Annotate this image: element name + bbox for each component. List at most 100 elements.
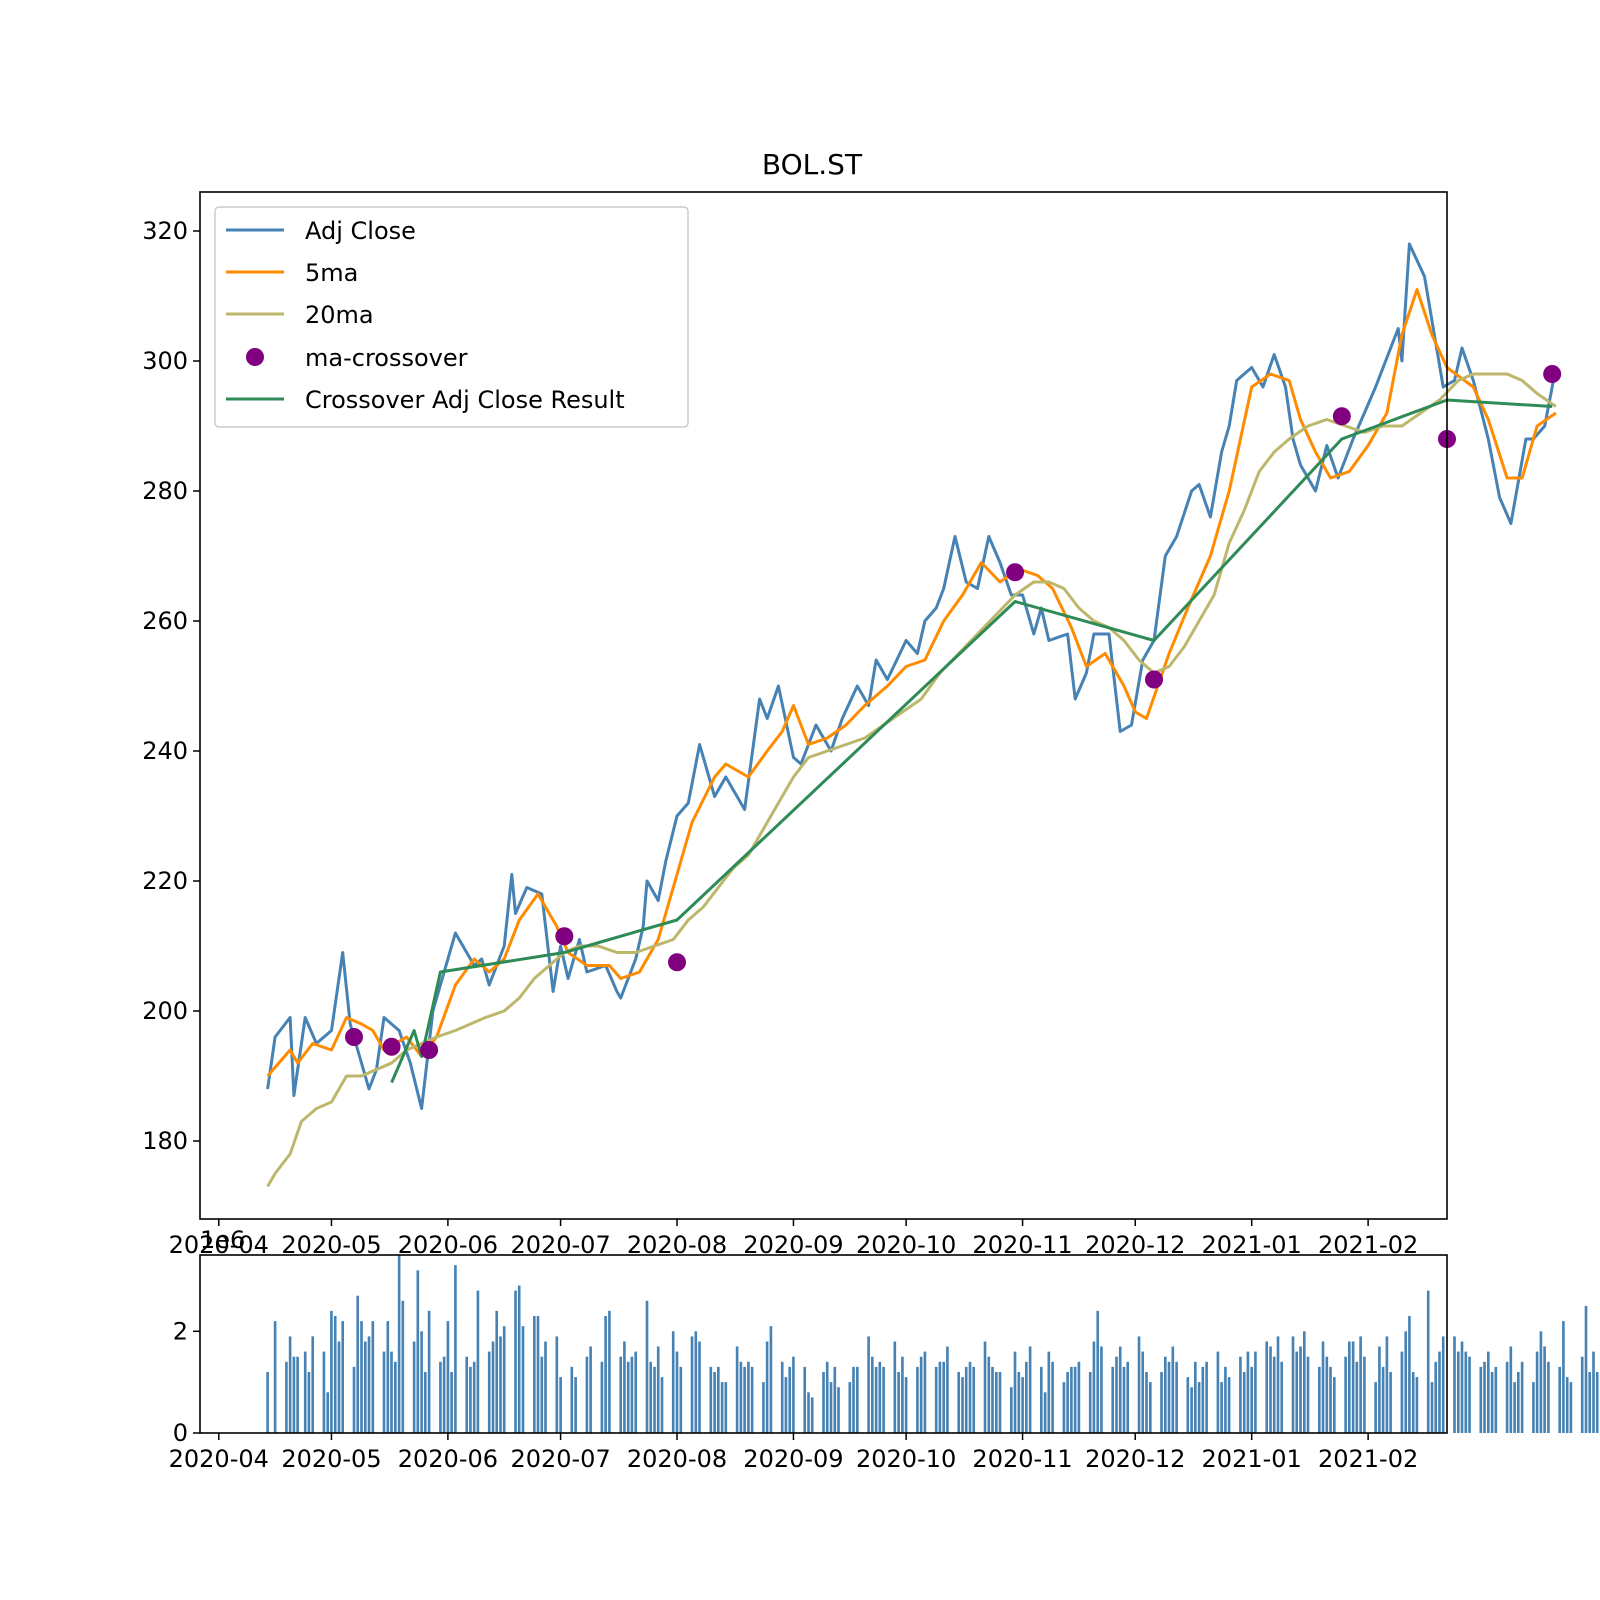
volume-bar: [1415, 1377, 1419, 1433]
volume-bar: [1580, 1356, 1584, 1433]
volume-bar: [784, 1377, 788, 1433]
volume-xtick-label: 2020-05: [281, 1445, 381, 1473]
price-ytick-label: 300: [142, 347, 188, 375]
volume-bar: [1194, 1361, 1197, 1433]
volume-bar: [645, 1300, 649, 1433]
price-ytick-label: 220: [142, 867, 188, 895]
volume-bar: [1464, 1351, 1468, 1433]
ma-crossover-point: [668, 953, 687, 972]
volume-bar: [1547, 1361, 1550, 1433]
volume-bar: [822, 1372, 825, 1433]
volume-bar: [1224, 1366, 1227, 1433]
legend-box: [214, 206, 689, 428]
volume-bar: [634, 1351, 638, 1433]
volume-bar: [1509, 1346, 1513, 1433]
volume-bar: [1028, 1346, 1032, 1433]
volume-bar: [698, 1341, 701, 1433]
volume-bar: [514, 1290, 517, 1433]
volume-bar: [570, 1366, 574, 1433]
volume-bar: [1190, 1387, 1193, 1433]
volume-bar: [1111, 1366, 1115, 1433]
volume-bar: [1378, 1346, 1381, 1433]
volume-bar: [1220, 1382, 1223, 1433]
ma-crossover-point: [1332, 407, 1351, 426]
volume-bar: [1430, 1382, 1434, 1433]
volume-bar: [1562, 1321, 1565, 1433]
volume-bar: [487, 1351, 491, 1433]
volume-bar: [1122, 1366, 1126, 1433]
volume-bar: [469, 1366, 472, 1433]
volume-bar: [919, 1356, 923, 1433]
volume-xtick-label: 2021-02: [1318, 1445, 1418, 1473]
volume-xtick-label: 2020-04: [169, 1445, 269, 1473]
volume-axis-ticks: 0 2 2020-04 2020-05 2020-06 2020-07 2020-08 202…: [169, 1317, 1419, 1473]
ma-crossover-point: [420, 1041, 439, 1059]
volume-bar: [1265, 1341, 1269, 1433]
volume-bar: [1453, 1336, 1456, 1433]
volume-bar: [356, 1295, 360, 1433]
volume-bar: [585, 1356, 589, 1433]
price-series-group: [266, 242, 1562, 1188]
volume-bar: [1242, 1372, 1246, 1433]
volume-bar: [307, 1372, 311, 1433]
price-ytick-label: 320: [142, 217, 188, 245]
volume-bar: [1400, 1351, 1404, 1433]
volume-bar: [1438, 1351, 1441, 1433]
legend-label-5ma: 5ma: [305, 259, 358, 287]
volume-bar: [589, 1346, 592, 1433]
volume-bar: [901, 1356, 904, 1433]
price-plot-frame: [199, 191, 1448, 1220]
volume-bar: [439, 1361, 442, 1433]
volume-xtick-label: 2020-11: [972, 1445, 1072, 1473]
volume-bar: [626, 1361, 630, 1433]
volume-bar: [1468, 1356, 1471, 1433]
volume-bar: [1426, 1290, 1430, 1433]
volume-bar: [1077, 1361, 1081, 1433]
volume-bar: [1457, 1351, 1460, 1433]
volume-bar: [1299, 1346, 1302, 1433]
volume-bar: [1532, 1382, 1535, 1433]
volume-bar: [788, 1366, 792, 1433]
volume-bar: [882, 1366, 885, 1433]
volume-bar: [649, 1361, 653, 1433]
volume-bar: [1254, 1351, 1257, 1433]
volume-bar: [337, 1341, 341, 1433]
volume-bar: [961, 1377, 964, 1433]
volume-bar: [1047, 1351, 1051, 1433]
volume-bar: [371, 1321, 375, 1433]
volume-bar: [420, 1331, 423, 1433]
volume-bar: [1569, 1382, 1573, 1433]
volume-bar: [735, 1346, 739, 1433]
volume-bar: [555, 1336, 559, 1433]
volume-bar: [1539, 1331, 1543, 1433]
volume-bar: [1434, 1361, 1438, 1433]
volume-bar: [1348, 1341, 1351, 1433]
volume-bar: [266, 1372, 269, 1433]
volume-bar: [1595, 1372, 1599, 1433]
volume-bar: [1145, 1372, 1148, 1433]
volume-bar: [1483, 1361, 1486, 1433]
volume-bar: [1186, 1377, 1190, 1433]
legend-label-ma-crossover: ma-crossover: [305, 344, 468, 372]
volume-bar: [608, 1310, 611, 1433]
chart-title: BOL.ST: [762, 148, 863, 181]
volume-bar: [1246, 1351, 1250, 1433]
volume-bar: [717, 1366, 720, 1433]
volume-bar: [1494, 1366, 1498, 1433]
ma-crossover-point: [555, 927, 574, 946]
volume-bar: [1280, 1361, 1284, 1433]
volume-bar: [1239, 1356, 1242, 1433]
volume-bar: [1303, 1331, 1306, 1433]
volume-bar: [916, 1366, 919, 1433]
volume-bar: [367, 1336, 371, 1433]
volume-bar: [536, 1316, 540, 1433]
ma-crossover-point: [1543, 365, 1562, 383]
volume-bar: [780, 1361, 784, 1433]
volume-bar: [1025, 1361, 1028, 1433]
volume-bar: [1250, 1366, 1254, 1433]
volume-bar: [897, 1372, 900, 1433]
volume-bar: [1592, 1351, 1595, 1433]
volume-bar: [1096, 1310, 1100, 1433]
volume-bar: [1479, 1366, 1483, 1433]
volume-bar: [765, 1341, 769, 1433]
